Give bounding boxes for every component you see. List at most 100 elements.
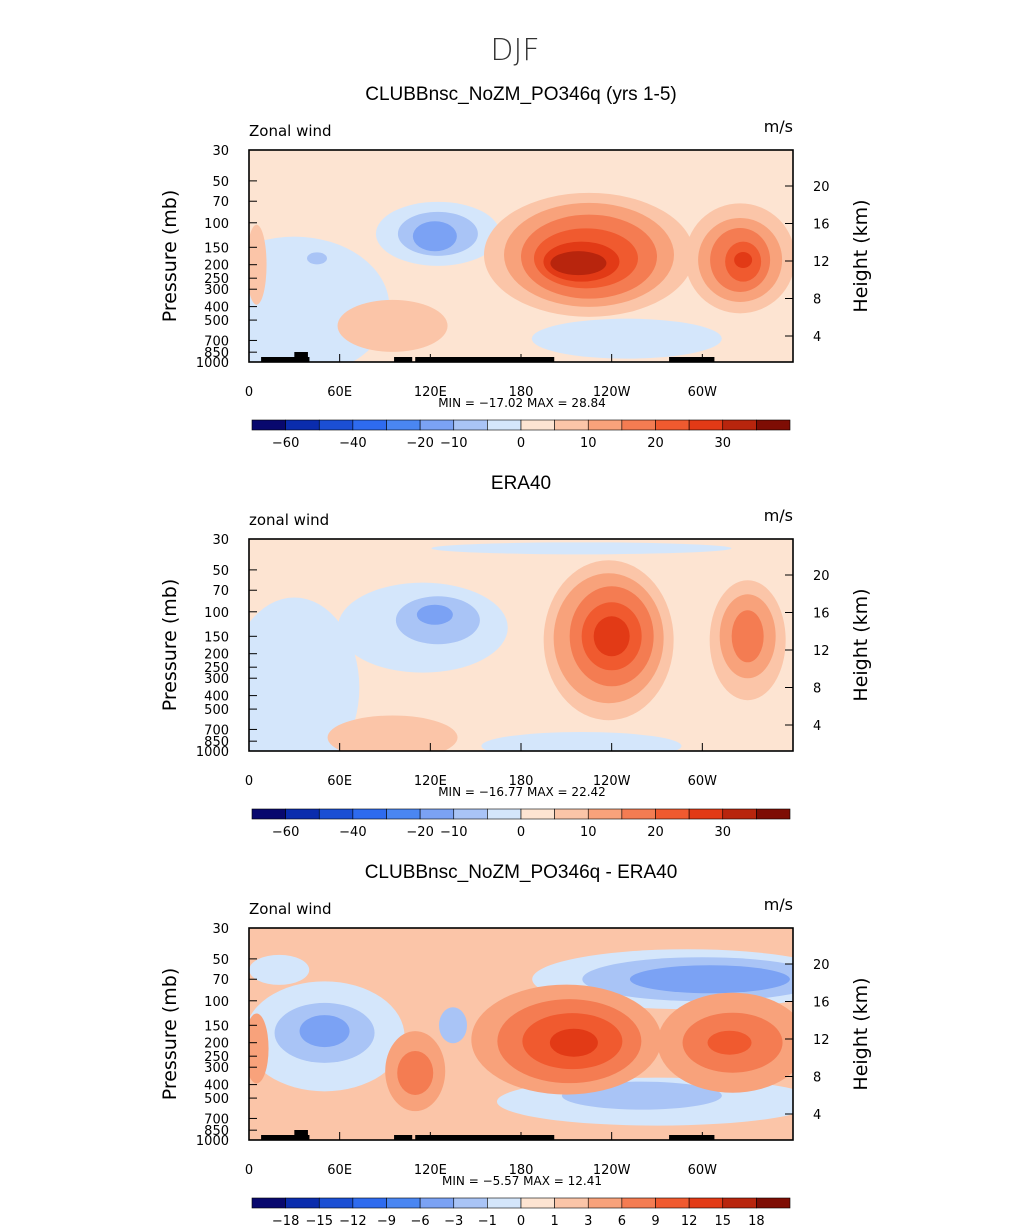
colorbar-swatch xyxy=(554,419,589,431)
colorbar-swatch xyxy=(318,808,354,820)
colorbar-label: 1 xyxy=(550,1214,558,1227)
land-mask xyxy=(261,357,307,362)
y-tick-label: 200 xyxy=(204,259,229,274)
colorbar-label: 10 xyxy=(580,825,597,840)
y-tick-label: 250 xyxy=(204,272,229,287)
colorbar-label: 15 xyxy=(714,1214,731,1227)
x-tick-label: 120W xyxy=(593,774,631,789)
negative-region-small xyxy=(439,1007,467,1044)
negative-region-small xyxy=(307,252,327,265)
y-tick-label: 200 xyxy=(204,648,229,663)
colorbar-swatch xyxy=(520,1197,555,1209)
y-tick-label: 300 xyxy=(204,283,229,298)
y-right-tick-label: 16 xyxy=(813,218,830,233)
colorbar-swatch xyxy=(554,1197,589,1209)
y-tick-label: 150 xyxy=(204,630,229,645)
y-right-tick-label: 8 xyxy=(813,1071,821,1086)
negative-region-west xyxy=(249,597,360,751)
colorbar-swatch xyxy=(621,808,656,820)
colorbar-label: −9 xyxy=(377,1214,396,1227)
y-axis-label: Pressure (mb) xyxy=(159,968,181,1101)
colorbar-swatch xyxy=(352,808,387,820)
colorbar-swatch xyxy=(285,808,320,820)
positive-region-edge xyxy=(249,1013,269,1084)
x-tick-label: 60E xyxy=(327,385,352,400)
colorbar-swatch xyxy=(386,1197,421,1209)
y-tick-label: 700 xyxy=(204,334,229,349)
y-axis-label: Pressure (mb) xyxy=(159,190,181,323)
land-mask xyxy=(294,352,308,358)
x-tick-label: 120E xyxy=(414,774,447,789)
colorbar-swatch xyxy=(487,1197,522,1209)
colorbar-swatch xyxy=(520,419,555,431)
y-tick-label: 500 xyxy=(204,703,229,718)
colorbar-label: −20 xyxy=(406,825,433,840)
y-right-tick-label: 4 xyxy=(813,719,821,734)
y-tick-label: 150 xyxy=(204,241,229,256)
colorbar-swatch xyxy=(554,808,589,820)
y-tick-label: 50 xyxy=(212,564,229,579)
y-tick-label: 850 xyxy=(204,735,229,750)
colorbar-label: 0 xyxy=(517,436,525,451)
y-tick-label: 1000 xyxy=(196,745,229,760)
y-tick-label: 300 xyxy=(204,672,229,687)
y-tick-label: 700 xyxy=(204,1112,229,1127)
colorbar-swatch xyxy=(688,419,724,431)
colorbar-label: 30 xyxy=(714,436,731,451)
y-tick-label: 500 xyxy=(204,1092,229,1107)
colorbar-swatch xyxy=(756,419,791,431)
y-tick-label: 30 xyxy=(212,144,229,159)
variable-label: Zonal wind xyxy=(249,900,332,918)
colorbar-label: −10 xyxy=(440,825,467,840)
colorbar-label: −3 xyxy=(444,1214,463,1227)
colorbar-swatch xyxy=(386,419,421,431)
colorbar-swatch xyxy=(722,808,757,820)
contour-field xyxy=(249,150,793,362)
land-mask xyxy=(669,357,715,362)
y-tick-label: 100 xyxy=(204,606,229,621)
colorbar-swatch xyxy=(419,1197,455,1209)
y-right-axis-label: Height (km) xyxy=(850,977,872,1090)
colorbar-swatch xyxy=(621,1197,656,1209)
units-label: m/s xyxy=(764,117,793,136)
colorbar-label: −10 xyxy=(440,436,467,451)
positive-core-pacific-jet xyxy=(593,616,630,657)
x-tick-label: 180 xyxy=(509,774,534,789)
y-right-tick-label: 4 xyxy=(813,330,821,345)
positive-region-mid xyxy=(397,1050,434,1095)
y-right-tick-label: 12 xyxy=(813,255,830,270)
x-tick-label: 60E xyxy=(327,1163,352,1178)
colorbar-swatch xyxy=(251,808,286,820)
x-tick-label: 120W xyxy=(593,1163,631,1178)
positive-region-lower xyxy=(327,715,458,751)
colorbar-swatch xyxy=(756,808,791,820)
colorbar-swatch xyxy=(756,1197,791,1209)
colorbar-label: 18 xyxy=(748,1214,765,1227)
y-tick-label: 70 xyxy=(212,195,229,210)
y-tick-label: 1000 xyxy=(196,1134,229,1149)
figure-title: DJF xyxy=(490,33,539,68)
land-mask xyxy=(294,1130,308,1136)
colorbar-swatch xyxy=(386,808,421,820)
panel-3: CLUBBnsc_NoZM_PO346q - ERA40 Zonal wind m/… xyxy=(159,862,872,1227)
land-mask xyxy=(294,357,310,362)
y-tick-label: 100 xyxy=(204,995,229,1010)
contour-field xyxy=(249,928,793,1140)
units-label: m/s xyxy=(764,506,793,525)
colorbar-swatch xyxy=(419,419,455,431)
min-max-stats: MIN = −5.57 MAX = 12.41 xyxy=(442,1174,602,1188)
negative-region-upper xyxy=(629,965,790,994)
land-mask xyxy=(394,1135,413,1140)
y-right-tick-label: 20 xyxy=(813,569,830,584)
y-tick-label: 400 xyxy=(204,1079,229,1094)
panel-title: ERA40 xyxy=(491,473,551,494)
colorbar-swatch xyxy=(688,808,724,820)
y-right-axis-label: Height (km) xyxy=(850,199,872,312)
land-mask xyxy=(261,1135,307,1140)
x-tick-label: 180 xyxy=(509,385,534,400)
y-right-tick-label: 12 xyxy=(813,644,830,659)
x-tick-label: 180 xyxy=(509,1163,534,1178)
positive-region-lower xyxy=(337,299,448,352)
positive-core-atlantic xyxy=(707,1030,752,1055)
